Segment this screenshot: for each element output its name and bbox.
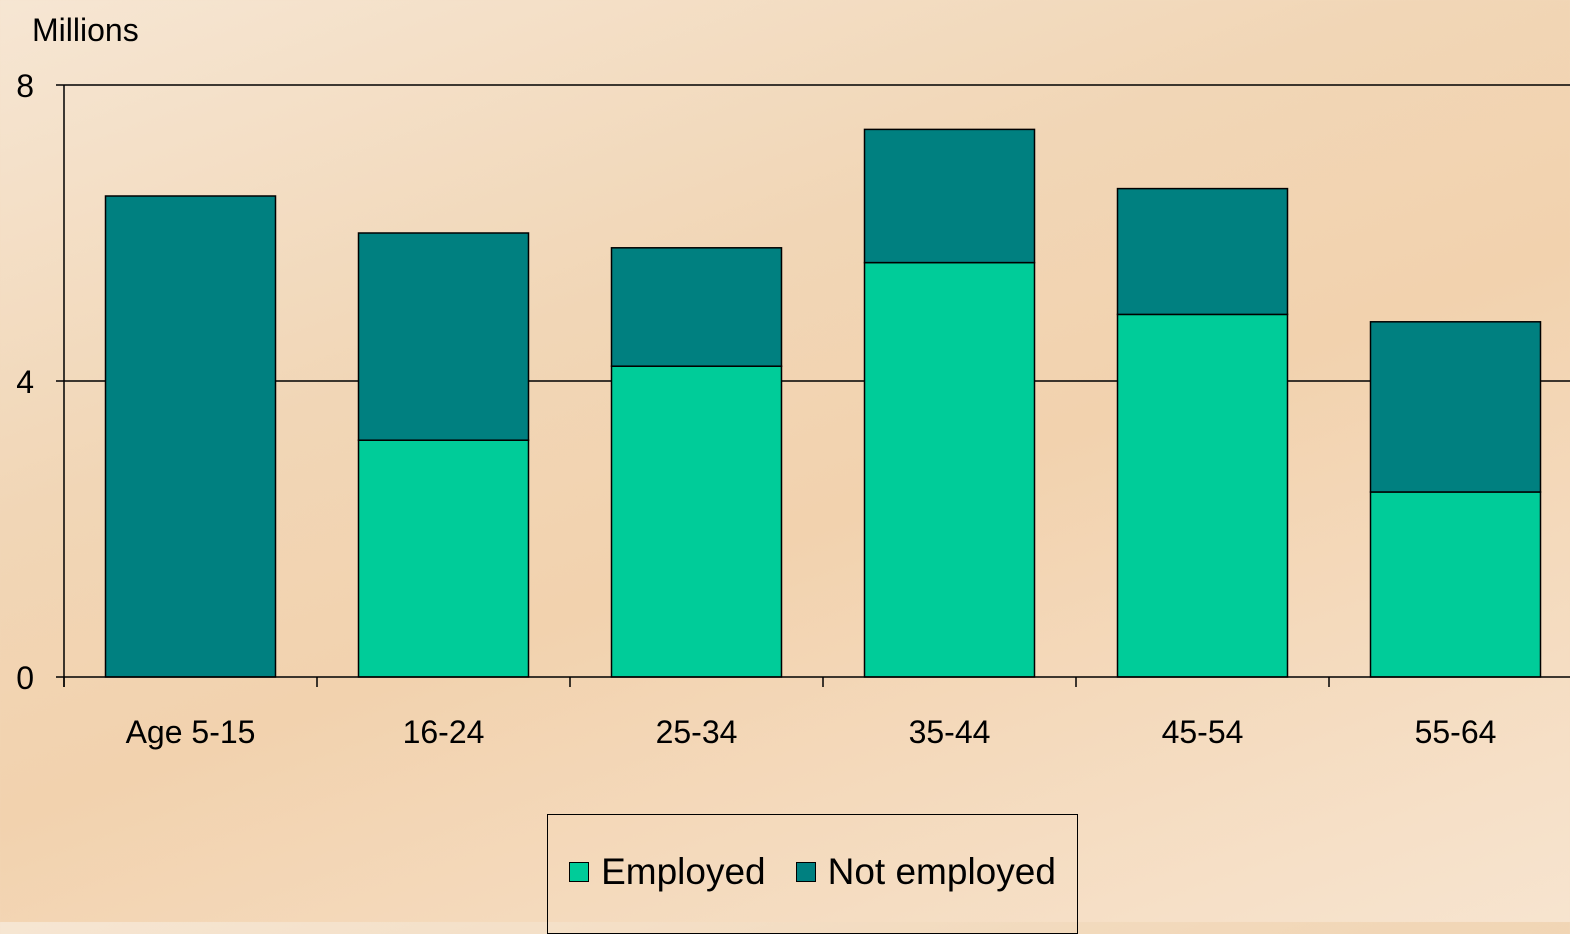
x-tick-label: 25-34 [656, 714, 738, 750]
bar-employed-16-24 [357, 439, 530, 678]
bar-employed-35-44 [863, 261, 1036, 678]
y-tick-label: 0 [16, 660, 34, 696]
bar-not-employed-25-34 [610, 247, 783, 367]
legend-item-not-employed: Not employed [795, 851, 1056, 893]
bar-not-employed-age-5-15 [104, 195, 277, 678]
legend-item-employed: Employed [569, 851, 766, 893]
gridlines [64, 84, 1570, 382]
legend-swatch-employed [569, 862, 590, 882]
x-tick-label: 45-54 [1162, 714, 1244, 750]
legend-label-employed: Employed [601, 851, 766, 892]
y-tick-labels: 0 4 8 [16, 68, 34, 696]
bar-employed-55-64 [1369, 491, 1542, 678]
x-tick-label: 35-44 [909, 714, 991, 750]
legend-label-not-employed: Not employed [827, 851, 1056, 892]
x-tick-label: Age 5-15 [126, 714, 256, 750]
legend-swatch-not-employed [795, 862, 816, 882]
x-tick-label: 55-64 [1415, 714, 1497, 750]
y-tick-label: 8 [16, 68, 34, 104]
axes [56, 84, 1570, 687]
x-tick-label: 16-24 [403, 714, 485, 750]
bar-not-employed-16-24 [357, 232, 530, 441]
legend: Employed Not employed [547, 814, 1078, 934]
bar-not-employed-55-64 [1369, 321, 1542, 493]
y-tick-label: 4 [16, 364, 34, 400]
bars [104, 128, 1542, 678]
x-tick-labels: Age 5-15 16-24 25-34 35-44 45-54 55-64 [126, 714, 1497, 750]
bar-not-employed-45-54 [1116, 187, 1289, 316]
bar-employed-45-54 [1116, 313, 1289, 678]
bar-not-employed-35-44 [863, 128, 1036, 264]
y-axis-label: Millions [32, 12, 139, 48]
bar-employed-25-34 [610, 365, 783, 678]
